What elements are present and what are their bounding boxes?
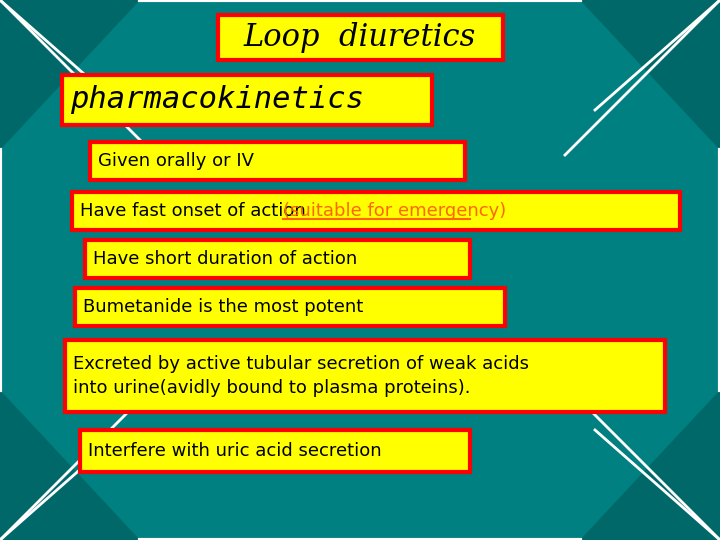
FancyBboxPatch shape — [72, 192, 680, 230]
FancyBboxPatch shape — [65, 340, 665, 412]
FancyBboxPatch shape — [217, 15, 503, 60]
Text: (suitable for emergency): (suitable for emergency) — [283, 202, 506, 220]
FancyBboxPatch shape — [80, 430, 470, 472]
Text: Excreted by active tubular secretion of weak acids
into urine(avidly bound to pl: Excreted by active tubular secretion of … — [73, 355, 529, 397]
Polygon shape — [580, 0, 720, 150]
Polygon shape — [580, 390, 720, 540]
FancyBboxPatch shape — [85, 240, 470, 278]
FancyBboxPatch shape — [62, 75, 432, 125]
Polygon shape — [0, 390, 140, 540]
Text: Have fast onset of action: Have fast onset of action — [80, 202, 312, 220]
Text: Have short duration of action: Have short duration of action — [93, 250, 357, 268]
FancyBboxPatch shape — [90, 142, 465, 180]
Text: pharmacokinetics: pharmacokinetics — [70, 85, 364, 114]
Text: Interfere with uric acid secretion: Interfere with uric acid secretion — [88, 442, 382, 460]
Text: Bumetanide is the most potent: Bumetanide is the most potent — [83, 298, 364, 316]
FancyBboxPatch shape — [75, 288, 505, 326]
Text: Given orally or IV: Given orally or IV — [98, 152, 254, 170]
Polygon shape — [0, 0, 140, 150]
Text: Loop  diuretics: Loop diuretics — [244, 22, 476, 53]
